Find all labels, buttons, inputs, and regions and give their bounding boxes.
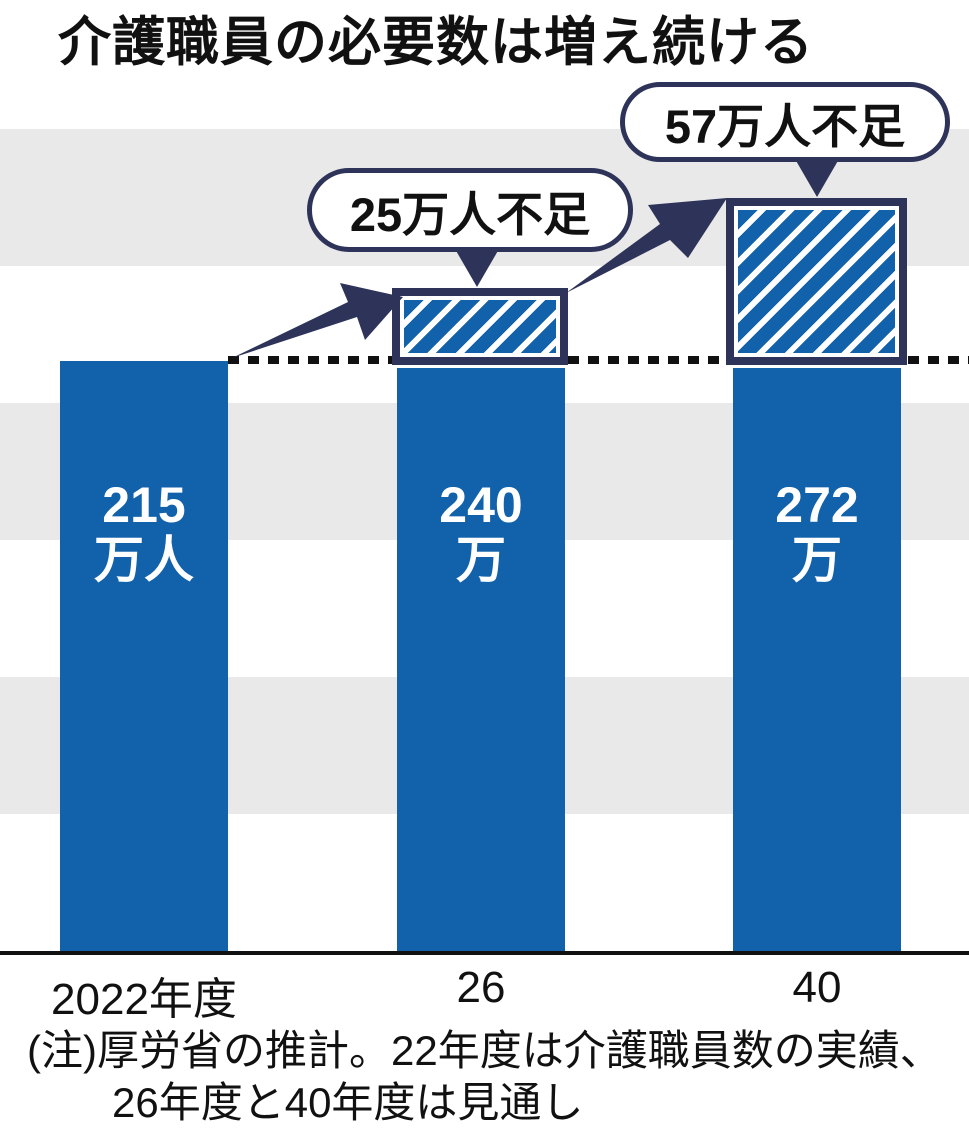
bar-value-number: 272 (775, 477, 859, 533)
shortage-box-2040 (726, 198, 907, 365)
source-note-line1: (注)厚労省の推計。22年度は介護職員数の実績、 (27, 1027, 942, 1074)
bar-2022 (60, 361, 228, 953)
bar-2040 (733, 368, 901, 953)
bar-value-label-2026: 240 万 (397, 478, 565, 588)
diagonal-hatch-pattern (404, 300, 556, 353)
bar-value-unit: 万人 (94, 532, 194, 588)
baseline-dotted-line (228, 356, 969, 364)
x-axis-line (0, 951, 969, 955)
bubble-tail-icon (795, 159, 839, 197)
callout-bubble-25: 25万人不足 (307, 168, 633, 252)
bar-value-number: 240 (439, 477, 523, 533)
source-note-line2: 26年度と40年度は見通し (112, 1079, 584, 1126)
bar-value-label-2040: 272 万 (733, 478, 901, 588)
x-axis-label-2040: 40 (792, 963, 842, 1012)
callout-bubble-57: 57万人不足 (620, 82, 950, 162)
x-axis-label-2022: 2022年度 (51, 975, 237, 1024)
bar-value-number: 215 (102, 477, 186, 533)
bar-2026 (397, 368, 565, 953)
bar-value-unit: 万 (456, 532, 506, 588)
x-axis-label-2026: 26 (456, 963, 506, 1012)
arrow-icon (232, 283, 403, 358)
diagonal-hatch-pattern (738, 210, 895, 353)
bar-value-unit: 万 (792, 532, 842, 588)
bar-value-label-2022: 215 万人 (60, 478, 228, 588)
shortage-box-2026 (392, 288, 568, 365)
callout-label: 25万人不足 (349, 187, 591, 241)
bubble-tail-icon (455, 249, 499, 287)
callout-label: 57万人不足 (664, 99, 906, 153)
chart-title: 介護職員の必要数は増え続ける (58, 13, 814, 72)
